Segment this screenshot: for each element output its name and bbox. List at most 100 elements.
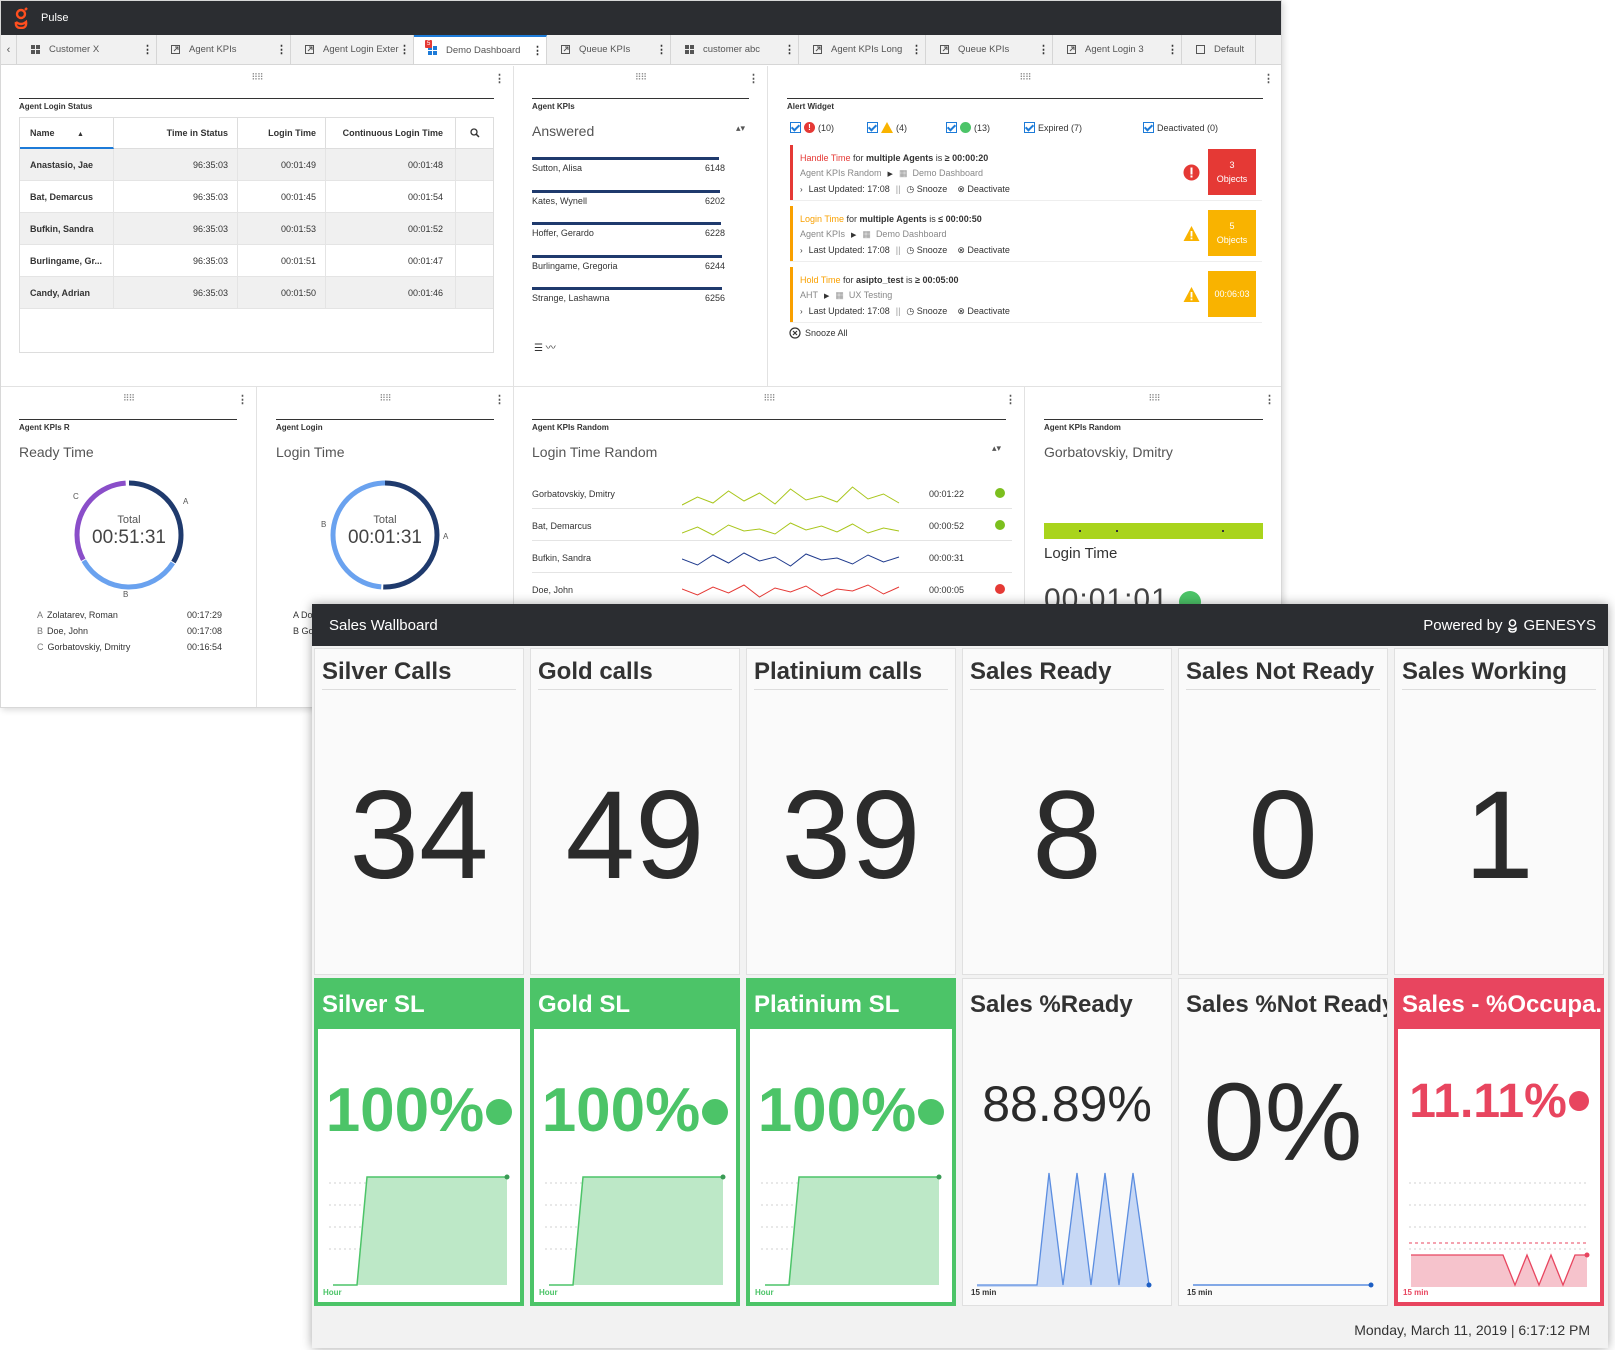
widget-menu-button[interactable]: ⋮ bbox=[494, 73, 505, 85]
tab-customer-abc[interactable]: customer abc ⋮ bbox=[671, 35, 799, 64]
square-icon bbox=[1196, 45, 1205, 54]
sparkline-row[interactable]: Gorbatovskiy, Dmitry 00:01:22 bbox=[532, 479, 1012, 509]
sort-toggle-icon[interactable]: ▴▾ bbox=[736, 123, 746, 133]
view-toggle-icon[interactable]: ☰ 〰 bbox=[534, 343, 556, 354]
tab-menu-button[interactable]: ⋮ bbox=[1167, 44, 1178, 56]
alert-filter-checkbox[interactable]: (4) bbox=[867, 122, 907, 133]
ok-icon bbox=[918, 1099, 945, 1125]
tab-demo-dashboard[interactable]: 5 Demo Dashboard ⋮ bbox=[414, 35, 547, 64]
alert-filter-checkbox[interactable]: (13) bbox=[946, 122, 990, 133]
kpi-tile[interactable]: Sales Working 1 bbox=[1394, 648, 1604, 975]
drag-handle-icon[interactable]: ⠿⠿ bbox=[634, 72, 647, 82]
drag-handle-icon[interactable]: ⠿⠿ bbox=[1148, 393, 1160, 403]
alert-source-link[interactable]: Agent KPIs Random bbox=[800, 168, 882, 178]
tab-agent-login-exter[interactable]: Agent Login Exter ⋮ bbox=[291, 35, 414, 64]
tab-menu-button[interactable]: ⋮ bbox=[399, 44, 410, 56]
kpi-tile[interactable]: Sales Not Ready 0 bbox=[1178, 648, 1388, 975]
widget-menu-button[interactable]: ⋮ bbox=[748, 73, 759, 85]
sl-tile[interactable]: Gold SL 100% Hour bbox=[530, 978, 740, 1306]
tab-customer-x[interactable]: Customer X ⋮ bbox=[17, 35, 157, 64]
bar bbox=[532, 254, 722, 258]
tab-menu-button[interactable]: ⋮ bbox=[656, 44, 667, 56]
tab-scroll-left-button[interactable]: ‹ bbox=[1, 35, 17, 64]
sl-tile[interactable]: Sales %Not Ready 0% 15 min bbox=[1178, 978, 1388, 1306]
tab-menu-button[interactable]: ⋮ bbox=[142, 44, 153, 56]
sl-tile[interactable]: Platinium SL 100% Hour bbox=[746, 978, 956, 1306]
kpi-tile[interactable]: Sales Ready 8 bbox=[962, 648, 1172, 975]
widget-menu-button[interactable]: ⋮ bbox=[494, 394, 505, 406]
snooze-button[interactable]: ◷ Snooze bbox=[906, 306, 948, 316]
alert-source-link[interactable]: AHT bbox=[800, 290, 818, 300]
tab-menu-button[interactable]: ⋮ bbox=[911, 44, 922, 56]
tab-agent-kpis-long[interactable]: Agent KPIs Long ⋮ bbox=[799, 35, 926, 64]
alert-dashboard-link[interactable]: Demo Dashboard bbox=[875, 229, 947, 239]
alert-objects-badge[interactable]: 5 Objects bbox=[1208, 210, 1256, 256]
drag-handle-icon[interactable]: ⠿⠿ bbox=[763, 393, 775, 403]
chevron-right-icon[interactable]: › bbox=[800, 246, 803, 255]
snooze-button[interactable]: ◷ Snooze bbox=[906, 184, 948, 194]
tab-queue-kpis[interactable]: Queue KPIs ⋮ bbox=[926, 35, 1053, 64]
sparkline-row[interactable]: Bat, Demarcus 00:00:52 bbox=[532, 511, 1012, 541]
widget-menu-button[interactable]: ⋮ bbox=[1005, 394, 1016, 406]
snooze-all-button[interactable]: Snooze All bbox=[789, 327, 848, 339]
snooze-button[interactable]: ◷ Snooze bbox=[906, 245, 948, 255]
alert-filter-checkbox[interactable]: ! (10) bbox=[790, 122, 834, 133]
column-header-login-time[interactable]: Login Time bbox=[238, 117, 326, 149]
tab-menu-button[interactable]: ⋮ bbox=[784, 44, 795, 56]
sl-tile[interactable]: Sales - %Occupa... 11.11% 15 min bbox=[1394, 978, 1604, 1306]
tab-agent-kpis[interactable]: Agent KPIs ⋮ bbox=[157, 35, 291, 64]
alert-objects-badge[interactable]: 3 Objects bbox=[1208, 149, 1256, 195]
widget-menu-button[interactable]: ⋮ bbox=[1264, 394, 1275, 406]
metric-selector[interactable]: Answered bbox=[532, 123, 595, 139]
sl-tile[interactable]: Silver SL 100% Hour bbox=[314, 978, 524, 1306]
alert-item[interactable]: Login Time for multiple Agents is ≤ 00:0… bbox=[790, 206, 1262, 262]
table-row[interactable]: Candy, Adrian 96:35:03 00:01:50 00:01:46 bbox=[20, 276, 493, 309]
table-row[interactable]: Burlingame, Gr... 96:35:03 00:01:51 00:01:4… bbox=[20, 244, 493, 277]
table-row[interactable]: Bufkin, Sandra 96:35:03 00:01:53 00:01:52 bbox=[20, 212, 493, 245]
alert-item[interactable]: Hold Time for asipto_test is ≥ 00:05:00 A… bbox=[790, 267, 1262, 323]
sparkline-row[interactable]: Bufkin, Sandra 00:00:31 bbox=[532, 543, 1012, 573]
deactivate-button[interactable]: ⊗ Deactivate bbox=[957, 306, 1010, 316]
chevron-right-icon[interactable]: › bbox=[800, 185, 803, 194]
bar-row[interactable]: Hoffer, Gerardo 6228 bbox=[532, 222, 734, 238]
drag-handle-icon[interactable]: ⠿⠿ bbox=[251, 72, 263, 82]
alert-source-link[interactable]: Agent KPIs bbox=[800, 229, 846, 239]
tab-queue-kpis[interactable]: Queue KPIs ⋮ bbox=[547, 35, 671, 64]
alert-dashboard-link[interactable]: Demo Dashboard bbox=[912, 168, 983, 178]
drag-handle-icon[interactable]: ⠿⠿ bbox=[379, 393, 391, 403]
kpi-tile[interactable]: Gold calls 49 bbox=[530, 648, 740, 975]
tab-menu-button[interactable]: ⋮ bbox=[276, 44, 287, 56]
table-row[interactable]: Anastasio, Jae 96:35:03 00:01:49 00:01:48 bbox=[20, 148, 493, 181]
widget-menu-button[interactable]: ⋮ bbox=[237, 394, 248, 406]
drag-handle-icon[interactable]: ⠿⠿ bbox=[1019, 72, 1031, 82]
tab-agent-login-3[interactable]: Agent Login 3 ⋮ bbox=[1053, 35, 1182, 64]
sl-tile[interactable]: Sales %Ready 88.89% 15 min bbox=[962, 978, 1172, 1306]
deactivate-button[interactable]: ⊗ Deactivate bbox=[957, 184, 1010, 194]
kpi-tile[interactable]: Silver Calls 34 bbox=[314, 648, 524, 975]
alert-objects-badge[interactable]: 00:06:03 bbox=[1208, 271, 1256, 317]
kpi-tile[interactable]: Platinium calls 39 bbox=[746, 648, 956, 975]
sort-toggle-icon[interactable]: ▴▾ bbox=[992, 443, 1002, 453]
bar-row[interactable]: Sutton, Alisa 6148 bbox=[532, 157, 734, 173]
bar-row[interactable]: Strange, Lashawna 6256 bbox=[532, 287, 734, 303]
tab-default[interactable]: Default bbox=[1182, 35, 1256, 64]
bar-row[interactable]: Kates, Wynell 6202 bbox=[532, 189, 734, 206]
drag-handle-icon[interactable]: ⠿⠿ bbox=[122, 393, 135, 403]
alert-filter-checkbox[interactable]: Expired (7) bbox=[1024, 122, 1082, 133]
alert-dashboard-link[interactable]: UX Testing bbox=[848, 290, 893, 300]
bar-row[interactable]: Burlingame, Gregoria 6244 bbox=[532, 254, 734, 271]
metric-selector[interactable]: Login Time Random bbox=[532, 444, 658, 460]
tab-menu-button[interactable]: ⋮ bbox=[1038, 44, 1049, 56]
search-icon[interactable] bbox=[456, 118, 493, 149]
table-row[interactable]: Bat, Demarcus 96:35:03 00:01:45 00:01:54 bbox=[20, 180, 493, 213]
deactivate-button[interactable]: ⊗ Deactivate bbox=[957, 245, 1010, 255]
alert-filter-checkbox[interactable]: Deactivated (0) bbox=[1143, 122, 1218, 133]
column-header-time-in-status[interactable]: Time in Status bbox=[114, 117, 238, 149]
chevron-right-icon[interactable]: › bbox=[800, 307, 803, 316]
column-header-name[interactable]: Name ▲ bbox=[20, 117, 114, 149]
tab-menu-button[interactable]: ⋮ bbox=[532, 45, 543, 57]
alert-item[interactable]: Handle Time for multiple Agents is ≥ 00:… bbox=[790, 145, 1262, 201]
sparkline-row[interactable]: Doe, John 00:00:05 bbox=[532, 575, 1012, 605]
column-header-continuous-login-time[interactable]: Continuous Login Time bbox=[326, 117, 456, 149]
widget-menu-button[interactable]: ⋮ bbox=[1263, 73, 1274, 85]
